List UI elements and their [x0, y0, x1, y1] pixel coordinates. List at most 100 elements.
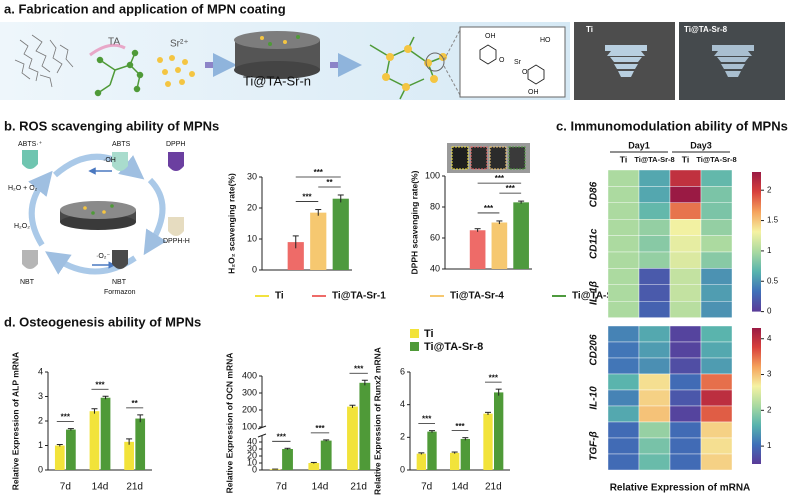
heatmap-cell: [607, 341, 640, 359]
heatmap-cell: [700, 251, 733, 269]
screw-ti-sr8: [712, 45, 754, 77]
significance-label: ***: [495, 174, 505, 183]
y-tick-label: 200: [242, 404, 257, 414]
x-axis-label: Relative Expression of mRNA: [610, 483, 751, 494]
y-axis-label: Relative Expression of OCN mRNA: [224, 353, 234, 494]
day-label: Day3: [690, 140, 712, 150]
scheme-label: OH: [528, 89, 539, 96]
tubes: [22, 150, 184, 269]
heatmap-cell: [638, 301, 671, 318]
y-tick-label: 60: [430, 232, 440, 242]
cycle-label: NBT: [20, 279, 35, 286]
heatmap-cell: [700, 235, 733, 253]
cycle-label: ·O₂⁻: [96, 253, 110, 260]
colorbar-tick-label: 1.5: [767, 216, 779, 225]
scheme-label: Ti@TA-Sr-8: [684, 25, 728, 34]
y-tick-label: 100: [425, 170, 440, 180]
heatmap-cell: [700, 373, 733, 391]
heatmap-cell: [700, 341, 733, 359]
bar: [332, 198, 349, 270]
scheme-label: OH: [485, 33, 496, 40]
y-tick-label: 1: [38, 440, 43, 450]
y-tick-label: 80: [430, 201, 440, 211]
colorbar-tick-label: 0: [767, 307, 772, 316]
heatmap-cell: [607, 437, 640, 455]
significance-label: ***: [484, 204, 494, 213]
sr-ions: [157, 55, 195, 87]
significance-label: ***: [277, 432, 287, 441]
scheme-label: HO: [540, 37, 551, 44]
bar: [427, 431, 437, 470]
column-label: Ti: [620, 154, 627, 164]
day-label: Day1: [628, 140, 650, 150]
y-tick-label: 0: [252, 464, 257, 474]
bar: [124, 441, 134, 470]
bar: [347, 406, 358, 470]
heatmap-cell: [700, 357, 733, 375]
significance-label: ***: [489, 373, 499, 382]
legend-swatch: [410, 342, 419, 351]
heatmap-cell: [607, 421, 640, 439]
colorbar-tick-label: 2: [767, 185, 772, 194]
colorbar: [752, 328, 761, 464]
scheme-label: Ti@TA-Sr-n: [243, 73, 311, 88]
heatmap-cell: [700, 202, 733, 220]
heatmap-cell: [669, 268, 702, 285]
y-tick-label: 40: [430, 263, 440, 273]
bar: [135, 418, 146, 470]
bar: [287, 242, 304, 270]
heatmap-cell: [638, 357, 671, 375]
significance-label: ***: [61, 413, 71, 422]
heatmap-cell: [638, 251, 671, 269]
bar: [416, 453, 426, 470]
heatmap-cell: [700, 421, 733, 439]
y-tick-label: 0: [400, 464, 405, 474]
heatmap-cell: [700, 389, 733, 407]
y-tick-label: 30: [247, 171, 257, 181]
colorbar-tick-label: 4: [767, 334, 772, 343]
bar: [494, 392, 504, 470]
significance-label: ***: [314, 168, 324, 177]
scheme-label: Sr: [514, 59, 522, 66]
heatmap-cell: [669, 437, 702, 455]
heatmap-cell: [700, 301, 733, 318]
heatmap-cell: [700, 169, 733, 187]
bar: [450, 452, 460, 470]
cycle-label: H₂O₂: [14, 223, 30, 230]
heatmap-cell: [607, 325, 640, 343]
y-tick-label: 400: [242, 370, 257, 380]
heatmap-cell: [638, 202, 671, 220]
legend-label: Ti@TA-Sr-4: [450, 291, 504, 302]
screw-ti: [605, 45, 647, 77]
vials: [451, 146, 526, 170]
y-tick-label: 20: [247, 450, 257, 460]
y-tick-label: 2: [400, 432, 405, 442]
heatmap-cell: [700, 186, 733, 203]
heatmap-cell: [607, 202, 640, 220]
heatmap-cell: [669, 453, 702, 471]
heatmap-cell: [700, 268, 733, 285]
y-tick-label: 10: [247, 457, 257, 467]
cycle-label: ·OH: [103, 157, 116, 164]
bar: [460, 438, 470, 470]
cycle-label: H₂O + O₂: [8, 185, 38, 192]
row-label: CD86: [589, 181, 600, 207]
bar: [483, 413, 493, 470]
x-tick-label: 14d: [312, 482, 329, 493]
heatmap-cell: [669, 169, 702, 187]
heatmap-cell: [638, 268, 671, 285]
x-tick-label: 14d: [452, 482, 469, 493]
heatmap-cell: [638, 421, 671, 439]
heatmap-cell: [607, 251, 640, 269]
y-tick-label: 4: [400, 399, 405, 409]
heatmap-cell: [607, 268, 640, 285]
x-tick-label: 7d: [276, 482, 287, 493]
y-tick-label: 30: [247, 443, 257, 453]
colorbar-tick-label: 3: [767, 370, 772, 379]
cycle-label: NBT: [112, 279, 127, 286]
heatmap-cell: [638, 186, 671, 203]
heatmap-cell: [607, 373, 640, 391]
heatmap-cell: [669, 325, 702, 343]
y-tick-label: 0: [252, 264, 257, 274]
